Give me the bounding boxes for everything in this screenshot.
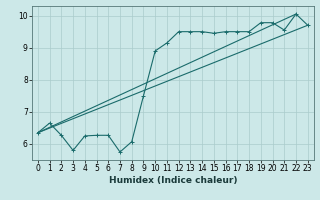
X-axis label: Humidex (Indice chaleur): Humidex (Indice chaleur) — [108, 176, 237, 185]
